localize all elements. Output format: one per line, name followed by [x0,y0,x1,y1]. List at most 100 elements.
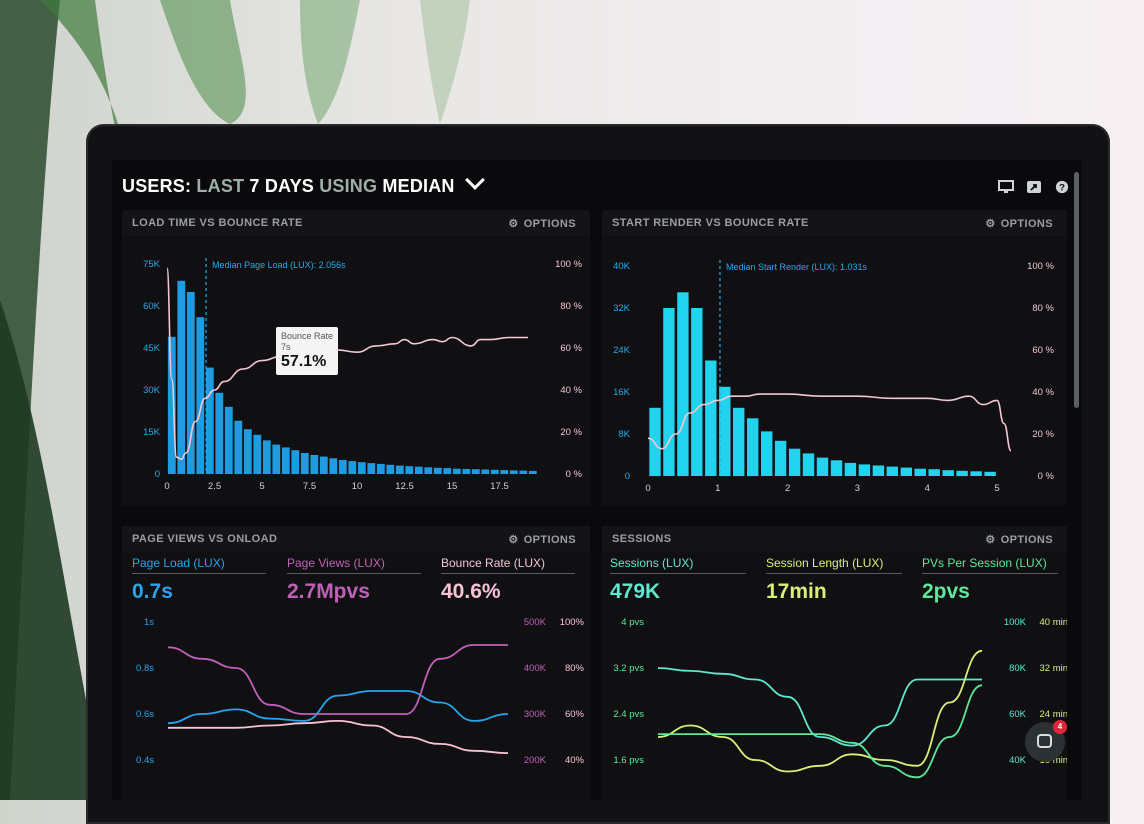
metric-value: 17min [766,580,827,603]
y-tick-label: 0.6s [136,709,154,720]
page-views-panel: PAGE VIEWS VS ONLOAD ⚙ OPTIONS Page Load … [122,526,590,800]
options-button[interactable]: ⚙ OPTIONS [508,534,576,546]
bar [386,464,395,474]
bar [649,407,661,477]
y3-tick-label: 80% [565,663,585,674]
series-line [657,649,983,773]
x-tick-label: 5 [994,483,999,494]
options-button[interactable]: ⚙ OPTIONS [508,218,576,230]
series-line [167,644,508,715]
y-tick-label: 0 [155,469,160,480]
options-button[interactable]: ⚙ OPTIONS [985,218,1053,230]
x-tick-label: 0 [164,481,169,492]
bar [443,468,452,474]
share-icon[interactable] [1026,180,1042,194]
bar [984,471,996,476]
bar [300,453,309,474]
bar [970,471,982,476]
bar [338,460,347,474]
bar [719,386,731,477]
metric-sessions: Sessions (LUX) 479K [610,556,746,604]
x-tick-label: 10 [352,481,363,492]
y2-tick-label: 40 % [560,385,582,396]
bar [928,469,940,476]
metric-value: 2pvs [922,580,970,603]
x-tick-label: 4 [925,483,930,494]
y2-tick-label: 0 % [566,469,583,480]
metric-label: Sessions (LUX) [610,556,746,574]
bar [900,467,912,476]
bar [253,434,262,474]
y-tick-label: 45K [143,343,161,354]
x-tick-label: 3 [855,483,860,494]
x-tick-label: 7.5 [303,481,316,492]
bar [490,469,499,474]
panel-header: START RENDER VS BOUNCE RATE ⚙ OPTIONS [602,210,1067,236]
options-button[interactable]: ⚙ OPTIONS [985,534,1053,546]
panel-title: PAGE VIEWS VS ONLOAD [132,533,278,545]
load-time-panel: LOAD TIME VS BOUNCE RATE ⚙ OPTIONS 75K 60K… [122,210,590,506]
bar [367,463,376,474]
bar [272,444,281,474]
background-plant [0,0,470,800]
bar [177,280,186,474]
bar [774,440,787,476]
scrollbar[interactable] [1074,172,1079,408]
metric-label: PVs Per Session (LUX) [922,556,1058,574]
bar [281,447,290,474]
bar [844,462,857,476]
y3-tick-label: 16 min [1039,755,1067,766]
y3-tick-label: 40 min [1039,617,1067,628]
metric-value: 479K [610,580,661,603]
y2-tick-label: 100 % [555,259,582,270]
help-icon[interactable]: ? [1054,180,1070,194]
metric-label: Page Views (LUX) [287,556,421,574]
notification-badge: 4 [1053,720,1067,734]
y3-tick-label: 60% [565,709,585,720]
tooltip-sub: 7s [281,342,291,352]
y2-tick-label: 80 % [1032,303,1054,314]
header-toolbar: ? [998,180,1070,194]
metric-session-length: Session Length (LUX) 17min [766,556,902,604]
y-tick-label: 2.4 pvs [613,709,644,720]
start-render-chart: 40K 32K 24K 16K 8K 0 100 % 80 % 60 % 40 % 20 % 0 % 0… [613,260,1055,494]
bar [452,468,461,474]
x-tick-label: 0 [645,483,650,494]
bar [167,336,176,474]
chevron-down-icon[interactable] [464,170,485,190]
y-tick-label: 3.2 pvs [613,663,644,674]
bar [528,470,537,474]
bar [329,458,338,474]
y-tick-label: 1s [144,617,154,628]
y3-tick-label: 100% [560,617,585,628]
bar [519,470,528,474]
bar [663,308,675,476]
y-tick-label: 60K [143,301,161,312]
monitor-icon[interactable] [998,180,1014,194]
load-time-chart: 75K 60K 45K 30K 15K 0 100 % 80 % 60 % 40 % 20 % 0 %… [143,258,583,492]
x-tick-label: 5 [259,481,264,492]
bar [357,462,366,474]
bar [733,407,745,477]
panel-title: START RENDER VS BOUNCE RATE [612,217,809,229]
metric-page-load: Page Load (LUX) 0.7s [132,556,266,604]
bar [262,440,271,474]
bar [481,469,490,474]
panel-header: SESSIONS ⚙ OPTIONS [602,526,1067,552]
x-tick-label: 2.5 [208,481,221,492]
bar [395,465,404,474]
chat-icon [1037,734,1052,748]
bar [310,455,319,474]
bar [802,453,815,476]
page-title[interactable]: USERS: LAST 7 DAYS USING MEDIAN [122,170,485,197]
bar [705,360,717,476]
bar [677,292,689,477]
bar [376,463,385,474]
bar [414,466,423,474]
y2-tick-label: 80 % [560,301,582,312]
bar [224,406,233,474]
series-line [657,667,982,747]
bar [747,418,759,477]
bar [291,450,300,474]
bar [858,464,871,476]
